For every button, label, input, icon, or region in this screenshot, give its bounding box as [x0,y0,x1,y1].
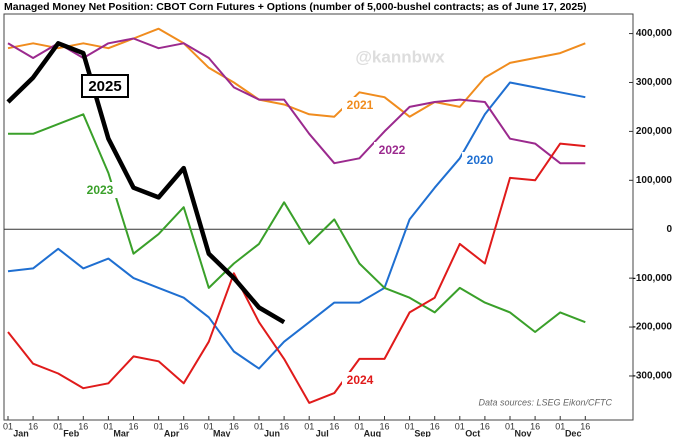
y-tick-label: 400,000 [636,28,673,39]
y-tick-label: 200,000 [636,126,673,137]
month-label: Jan [13,428,29,437]
series-label-box [462,152,498,168]
series-label-box [81,74,129,98]
series-label-box [342,97,378,113]
x-tick-label: 01 [505,421,515,431]
series-label-box [374,142,410,158]
x-tick-label: 01 [254,421,264,431]
x-tick-label: 01 [304,421,314,431]
x-tick-label: 16 [580,421,590,431]
y-tick-label: 300,000 [636,77,673,88]
chart-title: Managed Money Net Position: CBOT Corn Fu… [4,1,587,13]
x-tick-label: 16 [430,421,440,431]
y-tick-label: -200,000 [633,322,673,333]
month-label: Sep [414,428,431,437]
x-tick-label: 16 [480,421,490,431]
series-label: 2020 [467,153,494,167]
series-label: 2022 [379,143,406,157]
series-line [7,81,586,370]
x-tick-label: 16 [229,421,239,431]
month-label: Feb [63,428,80,437]
x-tick-label: 16 [28,421,38,431]
y-tick-label: 100,000 [636,175,673,186]
watermark: @kannbwx [355,47,445,66]
month-label: Jul [316,428,329,437]
series-line [7,142,586,404]
month-label: Apr [164,428,180,437]
x-tick-label: 01 [154,421,164,431]
x-tick-label: 01 [405,421,415,431]
y-tick-label: -300,000 [633,371,673,382]
x-tick-label: 01 [204,421,214,431]
x-tick-label: 01 [555,421,565,431]
series-label: 2024 [347,373,374,387]
x-tick-label: 16 [530,421,540,431]
series-label: 2021 [347,98,374,112]
series-line [7,27,586,118]
month-label: Oct [465,428,480,437]
series-line [6,41,286,325]
series-label: 2025 [88,78,121,95]
series-label-box [342,372,378,388]
series-label-box [82,182,118,198]
month-label: Mar [113,428,130,437]
x-tick-label: 16 [78,421,88,431]
x-tick-label: 16 [379,421,389,431]
series-line [8,113,586,333]
month-label: Jun [264,428,280,437]
month-label: Dec [565,428,582,437]
x-tick-label: 01 [103,421,113,431]
month-label: Nov [514,428,531,437]
y-tick-label: -100,000 [633,273,673,284]
x-tick-label: 16 [128,421,138,431]
x-tick-label: 01 [455,421,465,431]
x-tick-label: 01 [354,421,364,431]
x-tick-label: 01 [3,421,13,431]
series-line [7,37,586,165]
y-tick-label: 0 [666,224,672,235]
month-label: Aug [364,428,382,437]
x-tick-label: 16 [179,421,189,431]
x-tick-label: 16 [329,421,339,431]
series-label: 2023 [87,183,114,197]
x-tick-label: 01 [53,421,63,431]
plot-frame [3,13,634,421]
source-note: Data sources: LSEG Eikon/CFTC [478,397,612,407]
month-label: May [213,428,231,437]
x-tick-label: 16 [279,421,289,431]
